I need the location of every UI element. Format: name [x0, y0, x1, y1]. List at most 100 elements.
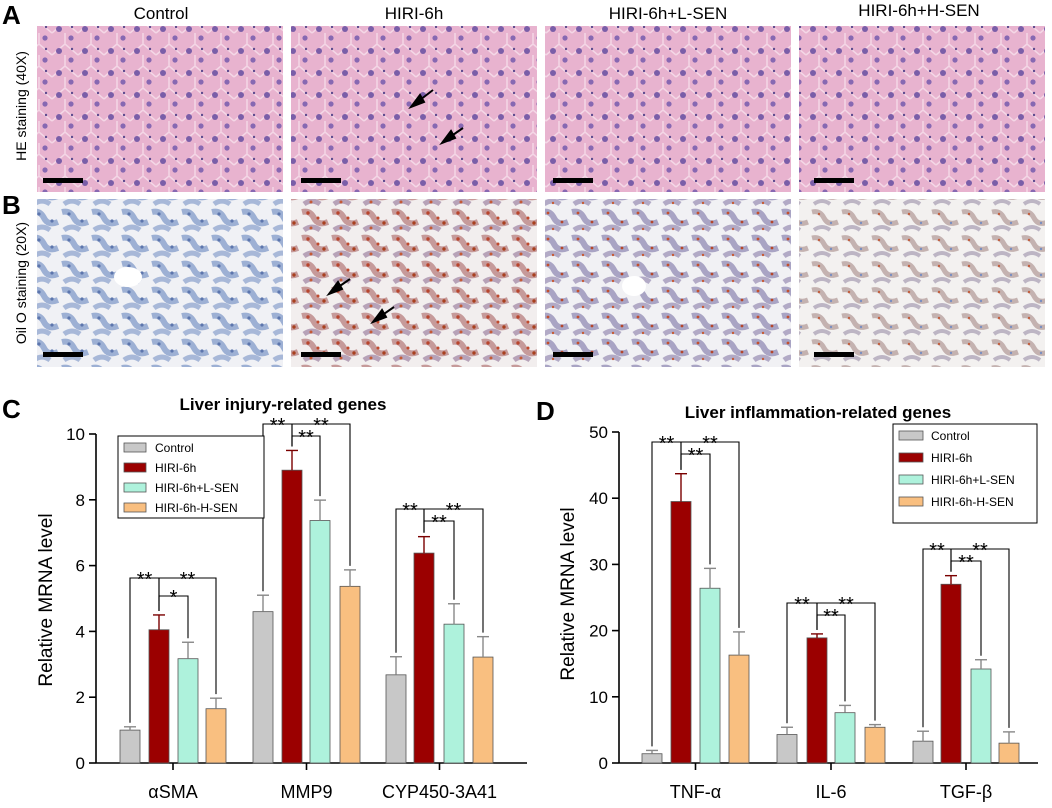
y-tick-label: 10 — [66, 425, 85, 444]
significance-label: * — [170, 587, 178, 609]
significance-label: ** — [270, 415, 286, 437]
significance-label: ** — [180, 569, 196, 591]
bar — [177, 658, 199, 764]
significance-label: ** — [823, 606, 839, 628]
chart-title: Liver injury-related genes — [180, 395, 387, 414]
bar — [205, 708, 227, 764]
legend-swatch-h-sen — [898, 496, 924, 507]
significance-bracket — [816, 602, 876, 721]
oil-image-control — [37, 199, 283, 367]
significance-bracket — [950, 548, 1010, 728]
y-tick-label: 6 — [76, 557, 85, 576]
x-tick-label: TNF-α — [670, 782, 721, 802]
significance-bracket — [423, 508, 484, 633]
x-tick-label: TGF-β — [940, 782, 992, 802]
legend-label-h-sen: HIRI-6h-H-SEN — [931, 495, 1014, 509]
chart-title: Liver inflammation-related genes — [685, 403, 951, 422]
bar — [834, 712, 856, 764]
bar — [413, 552, 435, 764]
legend-swatch-hiri — [898, 452, 924, 463]
bar — [728, 654, 750, 764]
arrow-icon — [439, 127, 464, 146]
scale-bar — [301, 352, 341, 357]
significance-label: ** — [838, 594, 854, 616]
he-image-l-sen — [545, 26, 791, 192]
oil-image-hiri — [291, 199, 537, 367]
bar — [119, 729, 141, 764]
bar — [385, 674, 407, 764]
bar — [472, 656, 494, 764]
panel-letter-c: C — [2, 394, 21, 424]
y-axis-label: Relative MRNA level — [36, 513, 57, 686]
bar — [641, 753, 663, 764]
arrow-icon — [326, 278, 351, 297]
bar — [806, 637, 828, 764]
legend-swatch-h-sen — [123, 502, 147, 513]
legend-swatch-hiri — [123, 462, 147, 473]
legend-swatch-l-sen — [898, 474, 924, 485]
arrow-icon — [370, 306, 395, 325]
he-image-h-sen — [799, 26, 1045, 192]
legend-swatch-control — [123, 442, 147, 453]
bar — [281, 469, 303, 764]
y-tick-label: 20 — [589, 622, 608, 641]
legend-label-hiri: HIRI-6h — [931, 451, 972, 465]
column-header-hiri: HIRI-6h — [385, 4, 444, 23]
y-tick-label: 30 — [589, 555, 608, 574]
y-tick-label: 0 — [76, 754, 85, 773]
arrow-icon — [408, 89, 434, 110]
legend: Control HIRI-6h HIRI-6h+L-SEN HIRI-6h-H-… — [117, 435, 265, 519]
significance-label: ** — [702, 433, 718, 455]
column-header-h-sen: HIRI-6h+H-SEN — [858, 1, 979, 20]
scale-bar — [553, 178, 593, 183]
significance-label: ** — [298, 427, 314, 449]
x-tick-label: MMP9 — [280, 782, 332, 802]
bar — [443, 623, 465, 764]
x-tick-label: CYP450-3A41 — [382, 782, 497, 802]
legend-swatch-control — [898, 430, 924, 441]
significance-label: ** — [794, 594, 810, 616]
legend-label-h-sen: HIRI-6h-H-SEN — [155, 501, 238, 515]
legend: Control HIRI-6h HIRI-6h+L-SEN HIRI-6h-H-… — [892, 423, 1038, 524]
bar — [940, 583, 962, 764]
y-tick-label: 40 — [589, 489, 608, 508]
chart-liver-inflammation: Liver inflammation-related genes Relativ… — [558, 403, 1038, 802]
panel-letter-d: D — [536, 396, 555, 426]
x-tick-label: IL-6 — [815, 782, 846, 802]
significance-label: ** — [431, 512, 447, 534]
scale-bar — [814, 178, 854, 183]
significance-label: ** — [972, 540, 988, 562]
scale-bar — [43, 178, 83, 183]
significance-bracket — [680, 441, 740, 628]
chart-liver-injury: Liver injury-related genes Relative MRNA… — [36, 395, 527, 802]
row-label-oil: Oil O staining (20X) — [13, 222, 29, 344]
significance-label: ** — [929, 540, 945, 562]
bar — [309, 520, 331, 764]
vessel-lumen — [114, 267, 142, 287]
y-tick-label: 50 — [589, 423, 608, 442]
significance-label: ** — [659, 433, 675, 455]
bar — [912, 740, 934, 764]
he-image-hiri — [291, 26, 537, 192]
significance-label: ** — [402, 500, 418, 522]
bar — [998, 742, 1020, 764]
significance-label: ** — [688, 445, 704, 467]
panel-letter-b: B — [2, 190, 21, 220]
significance-label: ** — [137, 569, 153, 591]
bar — [339, 585, 361, 764]
legend-label-l-sen: HIRI-6h+L-SEN — [155, 481, 239, 495]
bar — [776, 734, 798, 764]
bar — [252, 611, 274, 764]
scale-bar — [553, 352, 593, 357]
significance-bracket — [158, 577, 217, 695]
scale-bar — [43, 352, 83, 357]
legend-label-hiri: HIRI-6h — [155, 461, 196, 475]
significance-label: ** — [313, 415, 329, 437]
oil-image-l-sen — [545, 199, 791, 367]
column-header-control: Control — [134, 4, 189, 23]
y-tick-label: 8 — [76, 491, 85, 510]
y-tick-label: 10 — [589, 688, 608, 707]
legend-label-l-sen: HIRI-6h+L-SEN — [931, 473, 1015, 487]
x-tick-label: αSMA — [148, 782, 197, 802]
